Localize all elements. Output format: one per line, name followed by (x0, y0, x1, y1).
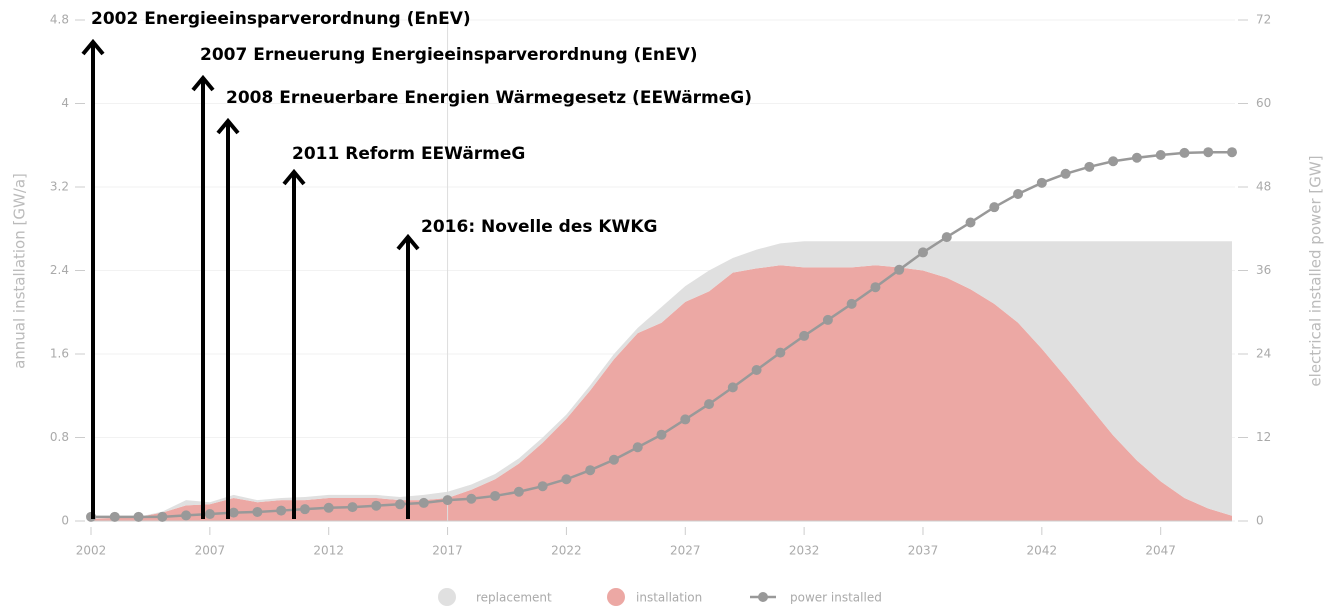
marker (894, 264, 905, 275)
y-tick-label: 1.6 (50, 347, 69, 361)
marker (228, 507, 239, 518)
y2-tick-label: 24 (1256, 347, 1271, 361)
legend-label: installation (636, 591, 702, 605)
y2-tick-label: 48 (1256, 180, 1271, 194)
marker (751, 365, 762, 376)
arrow (396, 233, 420, 519)
marker (846, 298, 857, 309)
y2-tick-label: 12 (1256, 430, 1271, 444)
marker (917, 247, 928, 258)
legend-label: power installed (790, 591, 882, 605)
x-tick-label: 2007 (195, 544, 226, 558)
marker (822, 314, 833, 325)
marker (941, 232, 952, 243)
legend-marker (607, 588, 625, 606)
y-tick-label: 0.8 (50, 430, 69, 444)
marker (1179, 147, 1190, 158)
legend-label: replacement (476, 591, 552, 605)
marker (632, 442, 643, 453)
marker (1036, 177, 1047, 188)
arrow (191, 74, 215, 519)
marker (608, 454, 619, 465)
marker (133, 511, 144, 522)
marker (1203, 147, 1214, 158)
annotation: 2007 Erneuerung Energieeinsparverordnung… (200, 45, 698, 65)
marker (775, 347, 786, 358)
marker (1084, 161, 1095, 172)
x-tick-label: 2037 (908, 544, 939, 558)
marker (276, 505, 287, 516)
marker (656, 429, 667, 440)
y-tick-label: 0 (61, 514, 69, 528)
marker (989, 202, 1000, 213)
marker (704, 399, 715, 410)
marker (490, 490, 501, 501)
marker (418, 497, 429, 508)
x-tick-label: 2047 (1145, 544, 1176, 558)
y2-tick-label: 60 (1256, 96, 1271, 110)
x-tick-label: 2002 (76, 544, 107, 558)
marker (371, 500, 382, 511)
marker (252, 506, 263, 517)
y-tick-label: 3.2 (50, 180, 69, 194)
area (91, 265, 1232, 521)
marker (347, 502, 358, 513)
marker (1108, 156, 1119, 167)
x-tick-label: 2017 (432, 544, 463, 558)
arrow (81, 38, 105, 519)
marker (537, 481, 548, 492)
marker (299, 504, 310, 515)
marker (1155, 149, 1166, 160)
marker (1131, 152, 1142, 163)
y-tick-label: 4.8 (50, 13, 69, 27)
x-tick-label: 2042 (1027, 544, 1058, 558)
legend-marker (758, 592, 768, 602)
y2-tick-label: 0 (1256, 514, 1264, 528)
marker (466, 493, 477, 504)
x-tick-label: 2022 (551, 544, 582, 558)
y2-tick-label: 72 (1256, 13, 1271, 27)
y2-axis-label: electrical installed power [GW] (1307, 155, 1325, 386)
marker (680, 414, 691, 425)
marker (799, 330, 810, 341)
annotation: 2002 Energieeinsparverordnung (EnEV) (91, 9, 471, 29)
marker (727, 382, 738, 393)
y-tick-label: 4 (61, 96, 69, 110)
marker (204, 509, 215, 520)
y2-tick-label: 36 (1256, 263, 1271, 277)
annotation: 2011 Reform EEWärmeG (292, 144, 525, 164)
marker (561, 474, 572, 485)
marker (395, 499, 406, 510)
x-tick-label: 2032 (789, 544, 820, 558)
marker (1227, 147, 1237, 158)
marker (1013, 188, 1024, 199)
arrow (216, 117, 240, 519)
marker (870, 282, 881, 293)
x-tick-label: 2027 (670, 544, 701, 558)
legend-marker (438, 588, 456, 606)
annotation: 2016: Novelle des KWKG (421, 217, 657, 237)
marker (323, 502, 334, 513)
marker (1060, 168, 1071, 179)
annotation: 2008 Erneuerbare Energien Wärmegesetz (E… (226, 88, 752, 108)
area (91, 241, 1232, 519)
y-tick-label: 2.4 (50, 263, 69, 277)
marker (109, 511, 120, 522)
y-axis-label: annual installation [GW/a] (11, 173, 29, 369)
marker (513, 486, 524, 497)
arrow (282, 168, 306, 519)
marker (585, 465, 596, 476)
marker (442, 495, 453, 506)
marker (157, 511, 168, 522)
x-tick-label: 2012 (313, 544, 344, 558)
marker (965, 217, 976, 228)
marker (181, 510, 192, 521)
